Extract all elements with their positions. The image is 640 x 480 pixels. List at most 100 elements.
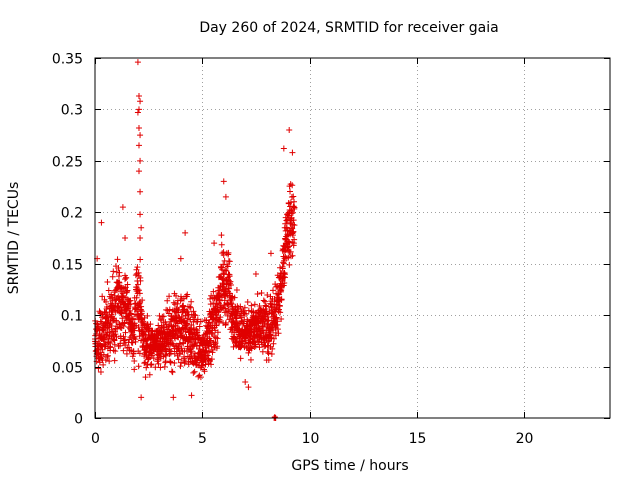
data-point	[237, 355, 244, 362]
data-point	[131, 366, 138, 373]
data-point	[196, 323, 203, 330]
data-point	[262, 302, 269, 309]
data-point	[265, 357, 272, 364]
data-point	[190, 308, 197, 315]
data-point	[191, 368, 198, 375]
data-point	[167, 358, 174, 365]
data-point	[127, 307, 134, 314]
data-point	[126, 311, 133, 318]
y-tick-label: 0	[74, 412, 83, 428]
data-point	[169, 369, 176, 376]
data-point	[289, 252, 296, 259]
data-point	[260, 297, 267, 304]
data-point	[224, 280, 231, 287]
data-point	[144, 312, 151, 319]
data-point	[108, 291, 115, 298]
data-point	[137, 235, 144, 241]
data-point	[125, 344, 132, 351]
data-point	[267, 334, 274, 341]
y-axis-label: SRMTID / TECUs	[6, 182, 22, 295]
data-point	[222, 267, 229, 274]
data-point	[188, 392, 195, 399]
data-point	[211, 305, 218, 312]
data-point	[147, 362, 154, 369]
data-point	[188, 348, 195, 355]
data-point	[163, 352, 170, 359]
data-point	[288, 210, 295, 217]
data-point	[122, 235, 129, 241]
data-point	[184, 308, 191, 315]
data-point	[137, 132, 144, 139]
data-point	[137, 211, 144, 218]
data-point	[134, 264, 141, 271]
data-point	[197, 318, 204, 325]
data-point	[122, 276, 129, 283]
data-point	[145, 355, 152, 362]
data-point	[173, 292, 180, 299]
data-point	[261, 298, 268, 305]
data-point	[269, 345, 276, 352]
data-point	[222, 319, 229, 326]
data-point	[247, 344, 254, 351]
data-point	[280, 282, 287, 289]
data-point	[180, 302, 187, 309]
data-point	[177, 255, 184, 262]
data-point	[135, 106, 142, 113]
data-point	[285, 254, 292, 261]
data-point	[282, 253, 289, 260]
data-point	[256, 302, 263, 309]
data-point	[193, 359, 200, 366]
data-point	[286, 127, 293, 133]
data-point	[98, 219, 105, 226]
data-point	[265, 350, 272, 357]
data-point	[173, 348, 180, 355]
data-point	[95, 365, 102, 372]
data-point	[251, 344, 258, 351]
data-point	[133, 294, 140, 301]
data-point	[123, 274, 130, 281]
data-point	[111, 341, 118, 348]
data-point	[268, 350, 275, 357]
y-tick-label: 0.15	[52, 258, 83, 274]
data-point	[242, 379, 249, 385]
data-point	[289, 149, 296, 156]
data-point	[135, 324, 142, 331]
data-point	[220, 252, 227, 259]
data-point	[231, 294, 238, 301]
data-point	[134, 281, 141, 288]
data-point	[132, 336, 139, 343]
data-point	[135, 363, 142, 370]
data-point	[137, 188, 144, 195]
x-tick-label: 5	[198, 431, 207, 447]
data-point	[205, 319, 212, 326]
data-point	[225, 249, 232, 256]
data-point	[264, 342, 271, 349]
data-point	[279, 265, 286, 272]
data-point	[148, 361, 155, 368]
data-point	[135, 287, 142, 294]
data-point	[105, 287, 112, 294]
data-point	[289, 209, 296, 216]
data-point	[116, 279, 123, 286]
data-point	[214, 335, 221, 342]
data-point	[211, 240, 218, 247]
data-point	[251, 301, 258, 308]
data-point	[221, 297, 228, 304]
data-point	[220, 178, 227, 185]
data-point	[137, 157, 144, 164]
data-point	[119, 290, 126, 297]
data-point	[114, 256, 121, 263]
data-point	[187, 349, 194, 356]
x-axis-label: GPS time / hours	[291, 458, 408, 474]
data-point	[130, 315, 137, 322]
data-point	[275, 306, 282, 313]
data-point	[147, 321, 154, 328]
data-point	[155, 360, 162, 367]
data-point	[115, 265, 122, 272]
data-point	[184, 317, 191, 324]
data-point	[223, 267, 230, 274]
data-point	[212, 340, 219, 347]
y-tick-label: 0.35	[52, 52, 83, 68]
data-point	[206, 348, 213, 355]
